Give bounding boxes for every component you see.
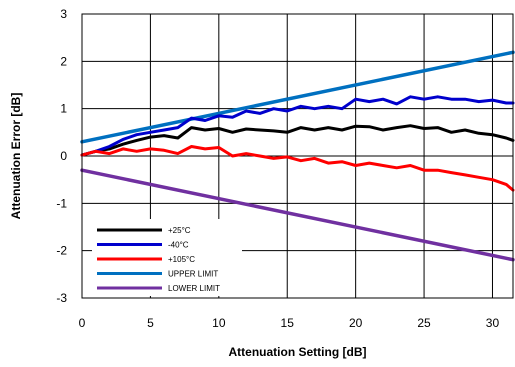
x-tick-label: 5 (147, 316, 154, 330)
y-axis-title: Attenuation Error [dB] (9, 93, 23, 220)
legend: +25°C -40°C +105°C UPPER LIMIT LOWER LIMIT (92, 219, 242, 296)
series-line-0 (80, 124, 515, 157)
legend-label-2: +105°C (168, 255, 195, 264)
legend-label-4: LOWER LIMIT (168, 284, 220, 293)
y-tick-label: 0 (60, 149, 67, 163)
series-layer (80, 50, 515, 262)
series-line-3 (80, 50, 515, 144)
x-tick-label: 25 (417, 316, 431, 330)
x-tick-label: 0 (79, 316, 86, 330)
series-line-2 (80, 145, 515, 192)
x-tick-label: 10 (212, 316, 226, 330)
legend-label-0: +25°C (168, 226, 191, 235)
y-tick-label: 1 (60, 102, 67, 116)
x-axis-title: Attenuation Setting [dB] (229, 345, 367, 359)
series-line-4 (80, 168, 515, 262)
x-tick-label: 15 (281, 316, 295, 330)
legend-label-3: UPPER LIMIT (168, 270, 218, 279)
y-tick-label: -3 (56, 291, 67, 305)
y-tick-label: 3 (60, 7, 67, 21)
legend-label-1: -40°C (168, 241, 189, 250)
plot-border (81, 13, 514, 299)
x-tick-label: 30 (486, 316, 500, 330)
y-tick-label: -2 (56, 244, 67, 258)
y-tick-label: 2 (60, 54, 67, 68)
series-line-1 (80, 95, 515, 157)
y-tick-label: -1 (56, 196, 67, 210)
x-tick-label: 20 (349, 316, 363, 330)
